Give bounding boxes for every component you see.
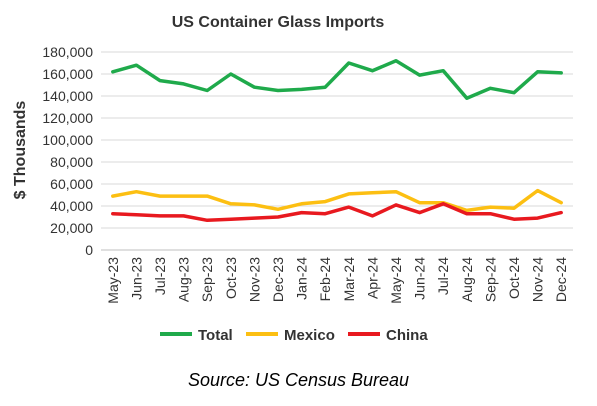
- x-tick-label: Oct-24: [506, 257, 522, 299]
- x-tick-label: Mar-24: [341, 257, 357, 302]
- y-tick-label: 160,000: [42, 66, 93, 82]
- series-line-total: [111, 59, 563, 100]
- legend-label-total: Total: [198, 327, 233, 344]
- x-tick-label: May-24: [388, 257, 404, 304]
- source-note: Source: US Census Bureau: [187, 370, 410, 390]
- x-tick-label: Jun-24: [412, 257, 428, 300]
- x-tick-label: Jul-23: [152, 257, 168, 295]
- legend: Total Mexico China: [160, 327, 428, 344]
- x-tick-label: Jan-24: [294, 257, 310, 300]
- x-tick-label: Sep-24: [482, 257, 498, 302]
- y-tick-label: 60,000: [50, 176, 93, 192]
- y-tick-label: 140,000: [42, 88, 93, 104]
- x-tick-label: Dec-24: [553, 257, 569, 302]
- series-line-mexico: [111, 188, 563, 213]
- y-tick-label: 40,000: [50, 198, 93, 214]
- y-tick-labels: 0 20,000 40,000 60,000 80,000 100,000 120,000 1…: [42, 44, 93, 258]
- legend-label-mexico: Mexico: [284, 327, 335, 344]
- chart-title: US Container Glass Imports: [172, 14, 385, 31]
- y-tick-label: 0: [85, 242, 93, 258]
- x-tick-label: Oct-23: [223, 257, 239, 299]
- y-tick-label: 80,000: [50, 154, 93, 170]
- x-tick-labels: May-23 Jun-23 Jul-23 Aug-23 Sep-23 Oct-23 Nov-…: [105, 257, 569, 304]
- series-line-china: [111, 202, 563, 223]
- x-tick-label: Nov-23: [246, 257, 262, 302]
- x-tick-label: Feb-24: [317, 257, 333, 302]
- y-tick-label: 20,000: [50, 220, 93, 236]
- x-tick-label: Jun-23: [128, 257, 144, 300]
- x-tick-label: Aug-23: [176, 257, 192, 302]
- y-tick-label: 120,000: [42, 110, 93, 126]
- y-tick-label: 100,000: [42, 132, 93, 148]
- x-tick-label: Apr-24: [364, 257, 380, 299]
- series-lines: [111, 59, 563, 223]
- y-tick-label: 180,000: [42, 44, 93, 60]
- x-tick-label: Nov-24: [530, 257, 546, 302]
- x-tick-label: May-23: [105, 257, 121, 304]
- x-tick-label: Dec-23: [270, 257, 286, 302]
- x-tick-label: Aug-24: [459, 257, 475, 302]
- y-axis-label: $ Thousands: [12, 101, 29, 200]
- legend-label-china: China: [386, 327, 428, 344]
- x-tick-label: Jul-24: [435, 257, 451, 295]
- x-tick-label: Sep-23: [199, 257, 215, 302]
